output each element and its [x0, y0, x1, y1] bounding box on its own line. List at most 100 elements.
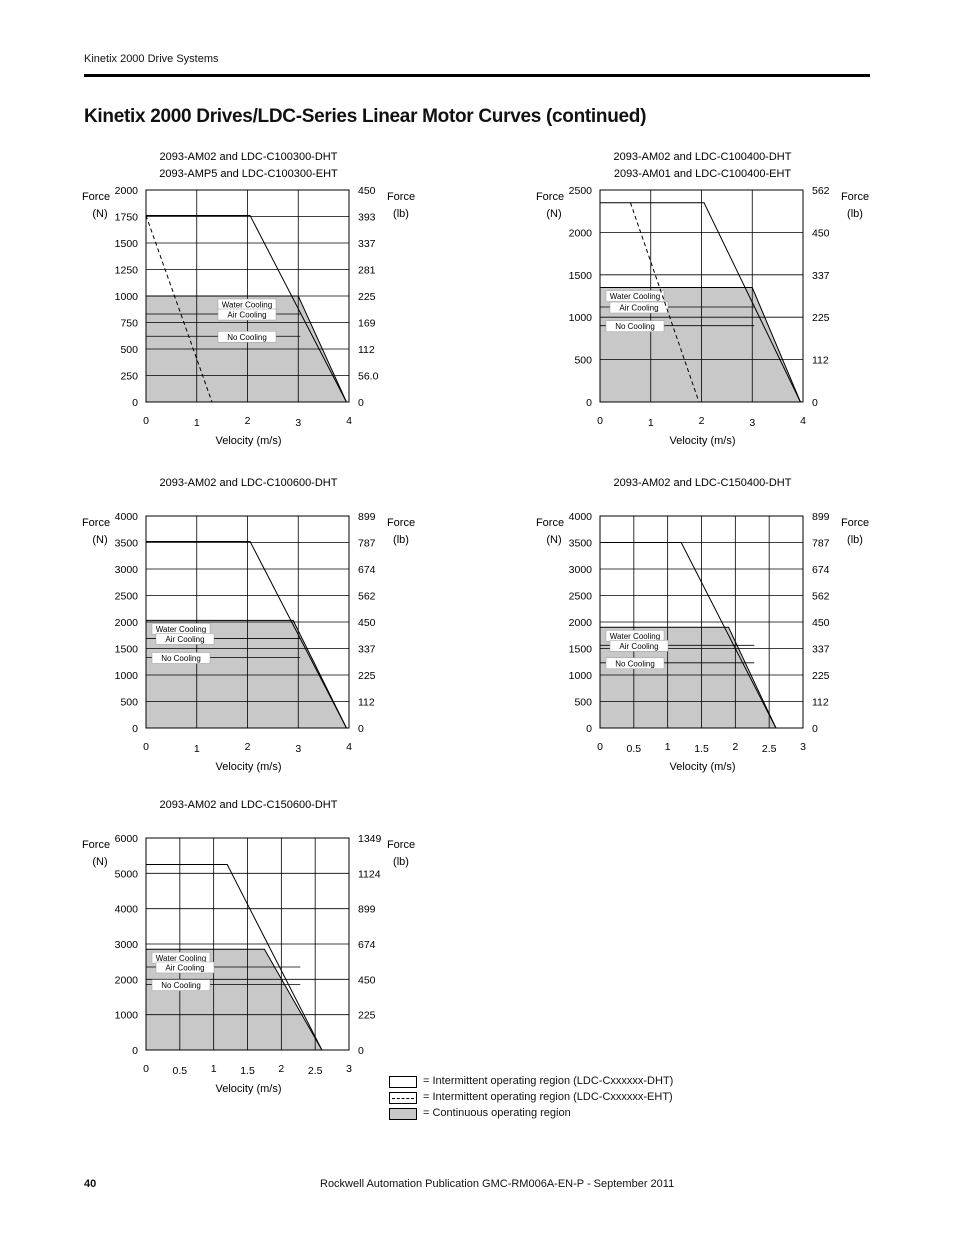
- intermittent-dht-line: [600, 202, 801, 403]
- cooling-label-box: [155, 961, 215, 974]
- y-tick-label-right: 225: [812, 312, 830, 324]
- y-tick-label: 500: [574, 355, 592, 367]
- y-tick-label-right: 337: [812, 644, 830, 656]
- y-tick-label: 2000: [115, 617, 139, 629]
- continuous-outline: [146, 295, 347, 403]
- y-tick-label: 250: [120, 371, 138, 383]
- y-tick-label: 500: [120, 344, 138, 356]
- chart-title: 2093-AMP5 and LDC-C100300-EHT: [159, 168, 338, 180]
- y-tick-label-right: 450: [812, 227, 830, 239]
- chart-svg: 2093-AM02 and LDC-C100300-DHT 2093-AMP5 a…: [82, 151, 415, 447]
- x-tick-label: 1.5: [694, 743, 709, 755]
- chart-title: 2093-AM02 and LDC-C150400-DHT: [614, 477, 792, 489]
- intermittent-dht-line: [146, 540, 347, 729]
- x-tick-label: 2: [245, 741, 251, 753]
- y-tick-label-right: 562: [812, 185, 830, 197]
- legend-item-eht: = Intermittent operating region (LDC-Cxx…: [389, 1091, 689, 1106]
- y-tick-label: 2000: [569, 227, 593, 239]
- y-axis-label-left: Force: [82, 191, 110, 203]
- x-tick-label: 0.5: [173, 1065, 188, 1077]
- y-axis-label-right: Force: [387, 517, 415, 529]
- solid-swatch: [389, 1076, 417, 1088]
- publication-info: Rockwell Automation Publication GMC-RM00…: [320, 1178, 675, 1190]
- y-axis-label-left: (N): [92, 534, 107, 546]
- y-tick-label-right: 56.0: [358, 371, 379, 383]
- y-tick-label-right: 225: [358, 291, 376, 303]
- x-tick-label: 3: [749, 417, 755, 429]
- y-tick-label: 1500: [115, 238, 139, 250]
- y-tick-label-right: 225: [812, 670, 830, 682]
- x-tick-label: 2.5: [762, 743, 777, 755]
- x-tick-label: 0: [597, 741, 603, 753]
- chart-title: 2093-AM02 and LDC-C100600-DHT: [160, 477, 338, 489]
- intermittent-eht-line: [145, 215, 213, 403]
- plot-frame: [145, 189, 350, 403]
- y-tick-label-right: 899: [812, 511, 830, 523]
- continuous-region: [600, 287, 801, 402]
- plot-frame: [145, 515, 350, 729]
- y-tick-label: 0: [586, 723, 592, 735]
- y-tick-label-right: 562: [358, 591, 376, 603]
- y-tick-label-right: 0: [358, 723, 364, 735]
- x-axis-label: Velocity (m/s): [215, 1083, 281, 1095]
- y-tick-label: 1250: [115, 265, 139, 277]
- cooling-label: Water Cooling: [610, 632, 660, 641]
- dashed-swatch: [389, 1092, 417, 1104]
- y-tick-label-right: 674: [812, 564, 830, 576]
- legend-item-continuous: = Continuous operating region: [389, 1107, 689, 1122]
- y-tick-label: 0: [586, 397, 592, 409]
- y-tick-label: 1000: [569, 670, 593, 682]
- y-tick-label: 1750: [115, 212, 139, 224]
- legend-text: = Continuous operating region: [423, 1107, 571, 1119]
- cooling-label: No Cooling: [227, 333, 267, 342]
- y-axis-label-right: Force: [841, 191, 869, 203]
- y-tick-label-right: 787: [812, 538, 830, 550]
- x-tick-label: 4: [800, 415, 806, 427]
- legend: = Intermittent operating region (LDC-Cxx…: [389, 1075, 689, 1128]
- cooling-label-box: [609, 640, 669, 652]
- y-tick-label-right: 112: [812, 355, 829, 367]
- cooling-label-box: [605, 657, 665, 670]
- x-tick-label: 0: [143, 415, 149, 427]
- y-tick-label: 2000: [115, 974, 139, 986]
- chart-title: 2093-AM01 and LDC-C100400-EHT: [614, 168, 792, 180]
- y-tick-label: 3000: [115, 939, 139, 951]
- y-tick-label-right: 1124: [358, 868, 381, 880]
- x-axis-label: Velocity (m/s): [669, 761, 735, 773]
- x-axis-label: Velocity (m/s): [669, 435, 735, 447]
- cooling-label: Air Cooling: [619, 642, 658, 651]
- chart-title: 2093-AM02 and LDC-C100400-DHT: [614, 151, 792, 163]
- y-tick-label-right: 225: [358, 1010, 376, 1022]
- x-axis-label: Velocity (m/s): [215, 761, 281, 773]
- y-tick-label-right: 787: [358, 538, 376, 550]
- legend-item-dht: = Intermittent operating region (LDC-Cxx…: [389, 1075, 689, 1090]
- continuous-region: [146, 949, 322, 1050]
- y-tick-label: 4000: [569, 511, 593, 523]
- cooling-label: Air Cooling: [619, 304, 658, 313]
- y-tick-label-right: 450: [358, 185, 376, 197]
- x-tick-label: 0.5: [627, 743, 642, 755]
- y-tick-label: 3500: [115, 538, 139, 550]
- cooling-label-box: [217, 308, 277, 321]
- plot-frame: [599, 189, 804, 403]
- x-tick-label: 4: [346, 741, 352, 753]
- intermittent-dht-line: [146, 214, 347, 403]
- cooling-label: No Cooling: [161, 981, 201, 990]
- y-axis-label-right: (lb): [393, 208, 409, 220]
- y-tick-label: 1000: [115, 670, 139, 682]
- y-axis-label-right: (lb): [847, 534, 863, 546]
- y-tick-label-right: 337: [812, 270, 830, 282]
- x-tick-label: 2.5: [308, 1065, 323, 1077]
- y-tick-label: 2000: [569, 617, 593, 629]
- legend-text: = Intermittent operating region (LDC-Cxx…: [423, 1075, 674, 1087]
- continuous-outline: [146, 948, 323, 1051]
- y-tick-label-right: 393: [358, 212, 376, 224]
- x-tick-label: 2: [245, 415, 251, 427]
- y-tick-label: 1000: [115, 291, 139, 303]
- y-axis-label-left: Force: [536, 517, 564, 529]
- chart-title: 2093-AM02 and LDC-C150600-DHT: [160, 799, 338, 811]
- continuous-region: [600, 627, 776, 728]
- x-tick-label: 3: [295, 417, 301, 429]
- x-axis-label: Velocity (m/s): [215, 435, 281, 447]
- chart-svg: 2093-AM02 and LDC-C150600-DHT 0 0.5 1 1.5 2 2.…: [82, 799, 415, 1095]
